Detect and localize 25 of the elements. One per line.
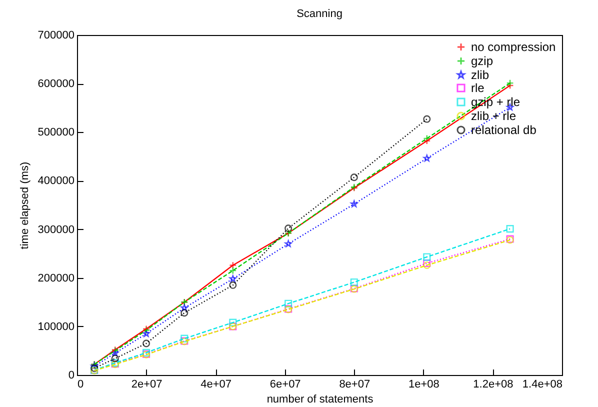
y-tick-label: 100000 (38, 320, 74, 333)
y-tick-label: 500000 (38, 126, 74, 139)
legend-label: no compression (471, 40, 556, 54)
y-tick-label: 0 (68, 370, 74, 382)
legend-label: relational db (471, 123, 537, 137)
legend-label: gzip (471, 54, 494, 68)
x-tick-label: 1.4e+08 (522, 378, 562, 390)
legend-label: zlib + rle (471, 109, 516, 123)
x-axis-title: number of statements (266, 394, 374, 406)
x-tick-label: 8e+07 (339, 378, 370, 390)
x-tick-label: 4e+07 (200, 378, 232, 390)
y-tick-label: 400000 (38, 175, 74, 188)
x-tick-label: 2e+07 (131, 378, 162, 390)
y-tick-label: 300000 (38, 224, 74, 236)
x-tick-label: 1.2e+08 (473, 378, 514, 390)
x-tick-label: 0 (78, 378, 84, 390)
chart-title: Scanning (296, 8, 342, 20)
legend-label: zlib (471, 68, 490, 82)
y-tick-label: 600000 (38, 78, 74, 90)
x-tick-label: 6e+07 (270, 378, 301, 390)
x-tick-label: 1e+08 (408, 378, 440, 390)
y-axis-title: time elapsed (ms) (18, 162, 31, 250)
y-tick-label: 700000 (38, 30, 74, 42)
legend-label: rle (471, 81, 485, 95)
y-tick-label: 200000 (38, 272, 74, 284)
